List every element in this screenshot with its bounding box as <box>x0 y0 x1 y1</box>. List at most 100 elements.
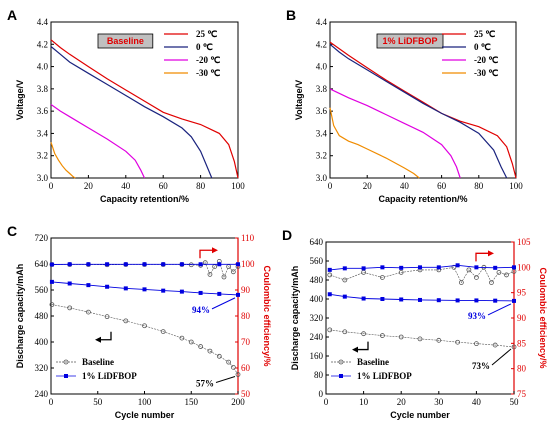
legend-marker <box>63 359 69 365</box>
y-tick-label: 3.2 <box>316 151 327 161</box>
series-line-0 <box>50 39 239 179</box>
x-tick-label: 60 <box>159 181 169 191</box>
data-point <box>142 323 147 329</box>
data-point <box>418 265 422 270</box>
series-line-1 <box>329 43 508 179</box>
data-point <box>327 327 333 333</box>
data-point <box>342 266 347 271</box>
data-point <box>489 280 494 285</box>
data-point <box>217 262 222 267</box>
x-tick-label: 10 <box>359 397 369 407</box>
data-point <box>217 291 222 296</box>
data-point <box>123 286 128 291</box>
data-point <box>455 263 460 268</box>
data-point <box>235 372 241 377</box>
data-point <box>207 271 213 277</box>
data-point <box>198 262 203 267</box>
x-tick-label: 40 <box>400 181 410 191</box>
data-point <box>67 262 72 267</box>
x-tick-label: 0 <box>324 397 329 407</box>
data-point <box>493 265 498 270</box>
y-tick-label: 4.0 <box>37 62 49 72</box>
retention-annotation-baseline: 57% <box>196 379 214 389</box>
y-tick-label: 400 <box>310 294 324 304</box>
data-point <box>67 305 73 311</box>
y2-tick-label: 95 <box>517 288 527 298</box>
series-line-3 <box>50 142 76 179</box>
legend-label: 0 ℃ <box>474 42 491 52</box>
data-point <box>398 334 404 340</box>
y2-tick-label: 80 <box>241 311 251 321</box>
y-tick-label: 3.4 <box>37 128 49 138</box>
data-point <box>188 262 194 268</box>
data-point <box>327 292 332 297</box>
data-point <box>474 265 479 270</box>
data-point <box>361 331 367 337</box>
legend-label: -30 ℃ <box>196 68 220 78</box>
x-tick-label: 30 <box>434 397 444 407</box>
y-axis-label: Voltage/V <box>15 80 25 120</box>
data-point <box>436 265 441 270</box>
y-tick-label: 80 <box>314 370 324 380</box>
data-point <box>504 272 509 278</box>
legend-label: 1% LiDFBOP <box>82 371 137 381</box>
retention-annotation-baseline: 73% <box>472 361 490 371</box>
data-point <box>236 262 240 267</box>
data-point <box>399 265 404 270</box>
data-point <box>379 333 385 338</box>
data-point <box>216 353 222 359</box>
y-tick-label: 240 <box>310 332 324 342</box>
data-point <box>123 262 128 267</box>
data-point <box>160 329 166 335</box>
y-axis-label: Voltage/V <box>294 80 304 120</box>
data-point <box>436 337 442 343</box>
annotation-pointer <box>215 376 236 383</box>
series-line-2 <box>329 266 515 284</box>
data-point <box>49 279 54 284</box>
data-point <box>207 348 213 354</box>
data-point <box>418 297 422 302</box>
data-point <box>379 275 385 280</box>
data-point <box>512 265 516 270</box>
data-point <box>342 277 348 283</box>
data-point <box>123 318 129 324</box>
y-tick-label: 400 <box>35 337 49 347</box>
y-tick-label: 4.4 <box>37 17 49 27</box>
data-point <box>179 262 184 267</box>
data-point <box>327 272 333 278</box>
data-point <box>455 339 461 345</box>
legend-label: -20 ℃ <box>474 55 498 65</box>
chart-panel-d: D 0 10 20 30 40 50 0 80 160 240 320 400 480 560 640 75 80… <box>282 227 548 420</box>
y-tick-label: 320 <box>35 363 49 373</box>
data-point <box>188 339 194 345</box>
data-point <box>473 341 479 347</box>
data-point <box>161 288 166 293</box>
y-tick-label: 480 <box>310 275 324 285</box>
data-point <box>398 269 404 275</box>
x-tick-label: 0 <box>49 397 54 407</box>
x-tick-label: 200 <box>231 397 245 407</box>
panel-label: D <box>282 227 292 243</box>
y2-tick-label: 80 <box>517 364 527 374</box>
y-tick-label: 4.4 <box>316 17 328 27</box>
left-axis-arrow <box>99 331 112 341</box>
y-tick-label: 3.6 <box>316 106 328 116</box>
y-tick-label: 3.0 <box>37 173 49 183</box>
y-axis-label: Discharge capacity/mAh <box>290 266 300 371</box>
y-tick-label: 4.0 <box>316 62 328 72</box>
y2-tick-label: 90 <box>241 285 251 295</box>
y-tick-label: 4.2 <box>316 39 327 49</box>
left-axis-arrowhead <box>352 346 358 353</box>
y-tick-label: 160 <box>310 351 324 361</box>
data-point <box>105 284 110 289</box>
y-tick-label: 640 <box>310 237 324 247</box>
x-tick-label: 80 <box>474 181 484 191</box>
data-point <box>493 298 498 303</box>
y-tick-label: 0 <box>319 389 324 399</box>
data-point <box>230 364 236 370</box>
y2-tick-label: 105 <box>517 237 531 247</box>
data-point <box>49 302 55 308</box>
x-tick-label: 20 <box>84 181 94 191</box>
y-tick-label: 4.2 <box>37 39 48 49</box>
y2-tick-label: 75 <box>517 389 527 399</box>
